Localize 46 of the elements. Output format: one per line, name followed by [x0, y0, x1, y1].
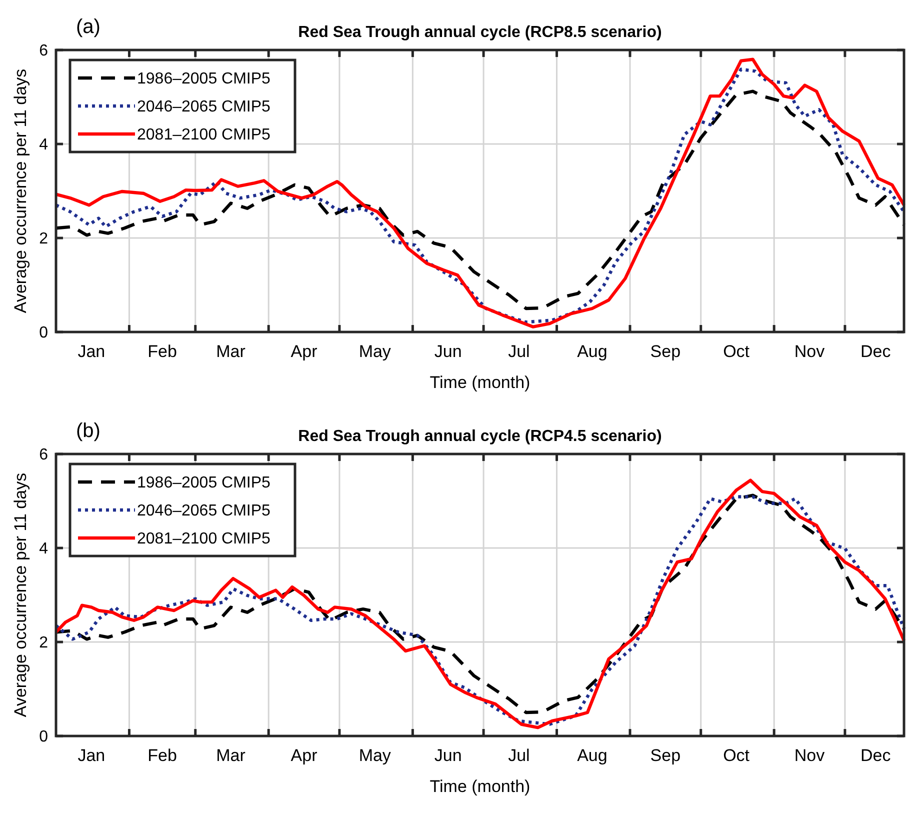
x-tick-label: Feb: [148, 746, 177, 765]
x-tick-label: Sep: [650, 746, 681, 765]
x-tick-label: Apr: [290, 746, 318, 765]
x-tick-label: Mar: [216, 342, 246, 361]
y-tick-label: 2: [39, 634, 48, 652]
x-tick-label: Jul: [508, 746, 530, 765]
x-tick-label: Nov: [794, 746, 826, 765]
y-tick-label: 6: [39, 446, 48, 464]
x-tick-label: Apr: [290, 342, 318, 361]
y-axis-title: Average occurrence per 11 days: [11, 68, 30, 314]
x-tick-label: Jan: [78, 342, 106, 361]
chart-title: Red Sea Trough annual cycle (RCP8.5 scenario): [298, 24, 662, 41]
x-axis-title: Time (month): [430, 373, 530, 392]
legend-label: 2081–2100 CMIP5: [137, 530, 271, 548]
y-tick-label: 6: [39, 42, 48, 60]
x-tick-label: Jun: [434, 342, 462, 361]
legend-label: 2046–2065 CMIP5: [137, 502, 271, 520]
x-tick-label: Jun: [434, 746, 462, 765]
x-tick-label: Oct: [723, 746, 750, 765]
y-axis-title: Average occurrence per 11 days: [11, 472, 30, 718]
x-tick-label: Mar: [216, 746, 246, 765]
x-tick-label: Dec: [860, 746, 892, 765]
legend-label: 1986–2005 CMIP5: [137, 70, 271, 88]
legend-label: 2046–2065 CMIP5: [137, 98, 271, 116]
x-tick-label: Aug: [577, 342, 608, 361]
x-tick-label: Aug: [577, 746, 608, 765]
y-tick-label: 0: [39, 324, 48, 342]
y-tick-label: 0: [39, 728, 48, 746]
y-tick-label: 4: [39, 540, 48, 558]
legend-label: 2081–2100 CMIP5: [137, 126, 271, 144]
x-tick-label: May: [358, 746, 392, 765]
y-tick-label: 4: [39, 136, 48, 154]
x-axis-title: Time (month): [430, 777, 530, 796]
text: (b): [76, 420, 100, 442]
x-tick-label: Sep: [650, 342, 681, 361]
x-tick-label: May: [358, 342, 392, 361]
chart-title: Red Sea Trough annual cycle (RCP4.5 scenario): [298, 428, 662, 445]
x-tick-label: Jul: [508, 342, 530, 361]
x-tick-label: Nov: [794, 342, 826, 361]
x-tick-label: Feb: [148, 342, 177, 361]
text: (a): [76, 16, 100, 38]
legend-label: 1986–2005 CMIP5: [137, 474, 271, 492]
y-tick-label: 2: [39, 230, 48, 248]
x-tick-label: Jan: [78, 746, 106, 765]
x-tick-label: Dec: [860, 342, 892, 361]
x-tick-label: Oct: [723, 342, 750, 361]
